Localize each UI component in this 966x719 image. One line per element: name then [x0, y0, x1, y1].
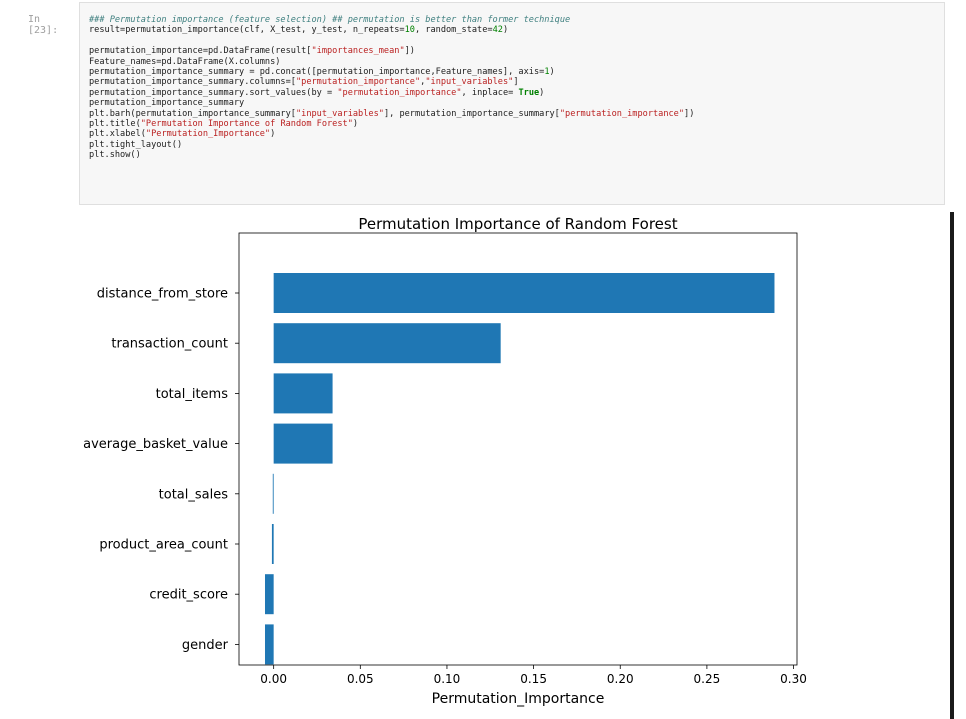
code-token: "permutation_importance"	[295, 77, 421, 88]
code-line	[89, 36, 944, 46]
code-token: ])	[404, 46, 415, 57]
chart-title: Permutation Importance of Random Forest	[358, 215, 677, 233]
code-token: "Permutation_Importance"	[145, 129, 271, 140]
code-token: plt.show()	[89, 150, 141, 161]
code-token: permutation_importance_summary	[89, 98, 245, 109]
code-line: plt.show()	[89, 150, 944, 160]
code-line: plt.tight_layout()	[89, 140, 944, 150]
bar-average-basket-value	[273, 423, 333, 464]
code-token: result=permutation_importance(clf, X_tes…	[89, 25, 405, 36]
code-token: )	[539, 87, 545, 98]
code-token: "input_variables"	[425, 77, 514, 88]
code-token: ### Permutation importance (feature sele…	[89, 15, 571, 25]
y-axis: distance_from_store transaction_counttota…	[83, 287, 239, 653]
code-token: plt.barh(permutation_importance_summary[	[89, 108, 296, 119]
code-token: permutation_importance_summary = pd.conc…	[89, 66, 545, 77]
code-token: "Permutation Importance of Random Forest…	[140, 118, 353, 129]
x-tick-label: 0.15	[520, 672, 547, 686]
code-token: ])	[684, 108, 695, 119]
code-token: permutation_importance_summary.columns=[	[89, 77, 296, 88]
x-tick-label: 0.10	[434, 672, 461, 686]
plot-frame	[238, 232, 798, 666]
x-axis: 0.00 0.05 0.10 0.15 0.20 0.25 0.30	[260, 665, 807, 686]
code-token: ,	[420, 77, 426, 88]
bar-gender	[264, 624, 274, 665]
code-token: )	[502, 25, 509, 36]
code-token: )	[270, 129, 276, 140]
y-tick-label: gender	[182, 638, 229, 653]
output-scroll-edge	[950, 212, 954, 719]
code-token: True	[518, 87, 540, 98]
code-line: permutation_importance_summary.sort_valu…	[89, 88, 944, 98]
x-tick-label: 0.25	[694, 672, 721, 686]
cell-prompt: In [23]:	[28, 14, 59, 36]
x-tick-label: 0.00	[260, 672, 287, 686]
permutation-importance-chart: Permutation Importance of Random Forest …	[83, 215, 807, 707]
code-token: 1	[544, 66, 550, 77]
code-token: , inplace=	[461, 87, 519, 98]
y-tick-label: distance_from_store	[97, 287, 228, 302]
code-token: plt.xlabel(	[89, 129, 146, 140]
y-tick-label: average_basket_value	[83, 437, 228, 452]
code-token: ], permutation_importance_summary[	[383, 108, 560, 119]
bar-credit-score	[264, 574, 274, 615]
code-line: plt.title("Permutation Importance of Ran…	[89, 119, 944, 129]
y-tick-label: transaction_count	[111, 337, 228, 352]
code-line: permutation_importance=pd.DataFrame(resu…	[89, 46, 944, 56]
code-line: permutation_importance_summary.columns=[…	[89, 77, 944, 87]
code-token: plt.title(	[89, 118, 141, 129]
code-token: , random_state=	[414, 25, 493, 36]
bars-group	[264, 273, 775, 665]
bar-total-items	[273, 373, 333, 414]
code-token: "permutation_importance"	[337, 87, 462, 98]
code-token: permutation_importance_summary.sort_valu…	[89, 87, 338, 98]
code-token: )	[549, 66, 555, 77]
code-token: permutation_importance=pd.DataFrame(resu…	[89, 46, 312, 57]
x-tick-label: 0.05	[347, 672, 374, 686]
x-tick-label: 0.20	[607, 672, 634, 686]
code-token: "input_variables"	[295, 108, 384, 119]
code-line: plt.xlabel("Permutation_Importance")	[89, 129, 944, 139]
code-line: permutation_importance_summary	[89, 98, 944, 108]
bar-total-sales	[272, 473, 274, 514]
code-token: Feature_names=pd.DataFrame(X.columns)	[89, 56, 281, 67]
y-tick-label: product_area_count	[99, 538, 228, 553]
y-tick-label: total_sales	[159, 487, 229, 502]
x-tick-label: 0.30	[780, 672, 807, 686]
code-line: Feature_names=pd.DataFrame(X.columns)	[89, 57, 944, 67]
code-cell-input[interactable]: ### Permutation importance (feature sele…	[79, 2, 945, 205]
code-token: ]	[513, 77, 519, 88]
bar-distance-from-store	[273, 273, 775, 313]
code-line: permutation_importance_summary = pd.conc…	[89, 67, 944, 77]
code-token: plt.tight_layout()	[89, 139, 183, 150]
bar-transaction-count	[273, 323, 501, 364]
code-token: )	[352, 118, 359, 129]
code-line: result=permutation_importance(clf, X_tes…	[89, 25, 944, 35]
code-editor[interactable]: ### Permutation importance (feature sele…	[80, 3, 944, 160]
code-token: "permutation_importance"	[559, 108, 685, 119]
x-axis-label: Permutation_Importance	[432, 691, 605, 707]
code-token: "importances_mean"	[311, 46, 405, 57]
code-token: 10	[404, 25, 415, 36]
code-token: 42	[492, 25, 503, 36]
bar-product-area-count	[271, 524, 274, 564]
y-tick-label: total_items	[156, 387, 229, 402]
code-line: ### Permutation importance (feature sele…	[89, 15, 944, 25]
y-tick-label: credit_score	[149, 588, 228, 603]
code-line: plt.barh(permutation_importance_summary[…	[89, 109, 944, 119]
